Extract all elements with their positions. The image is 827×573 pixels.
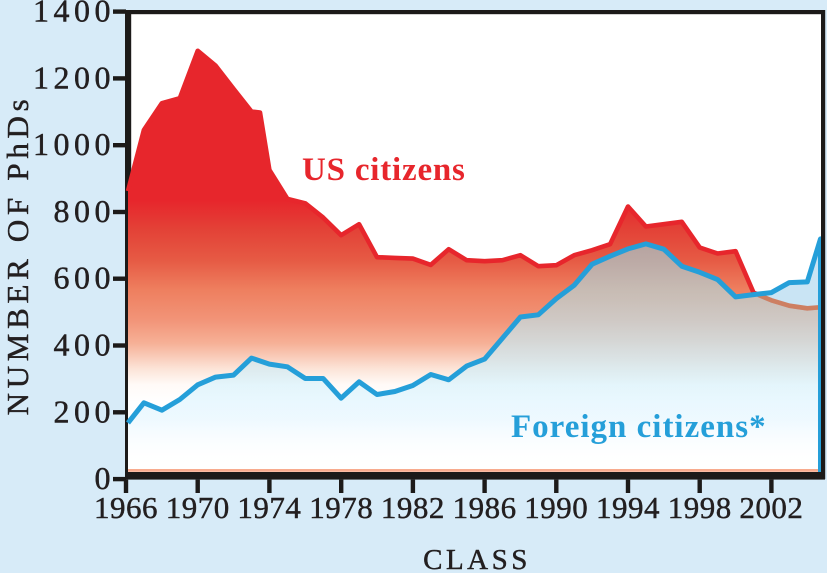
svg-text:0: 0 [95, 460, 116, 496]
svg-text:1970: 1970 [166, 490, 230, 525]
svg-text:1978: 1978 [309, 490, 373, 525]
svg-text:1000: 1000 [33, 126, 115, 162]
svg-text:1998: 1998 [668, 490, 732, 525]
svg-text:US citizens: US citizens [302, 152, 466, 188]
svg-text:400: 400 [54, 327, 116, 363]
svg-text:1990: 1990 [524, 490, 588, 525]
svg-text:200: 200 [54, 393, 116, 429]
svg-text:2002: 2002 [739, 490, 803, 525]
svg-text:Foreign citizens*: Foreign citizens* [511, 409, 767, 445]
svg-text:CLASS: CLASS [423, 544, 531, 573]
svg-text:1986: 1986 [453, 490, 517, 525]
svg-text:1982: 1982 [381, 490, 445, 525]
svg-text:1966: 1966 [94, 490, 158, 525]
svg-text:1400: 1400 [33, 0, 115, 29]
svg-text:1200: 1200 [33, 59, 115, 95]
svg-text:800: 800 [54, 193, 116, 229]
svg-text:1994: 1994 [596, 490, 660, 525]
svg-text:1974: 1974 [237, 490, 301, 525]
svg-text:NUMBER OF PhDs: NUMBER OF PhDs [0, 95, 35, 416]
svg-text:600: 600 [54, 260, 116, 296]
